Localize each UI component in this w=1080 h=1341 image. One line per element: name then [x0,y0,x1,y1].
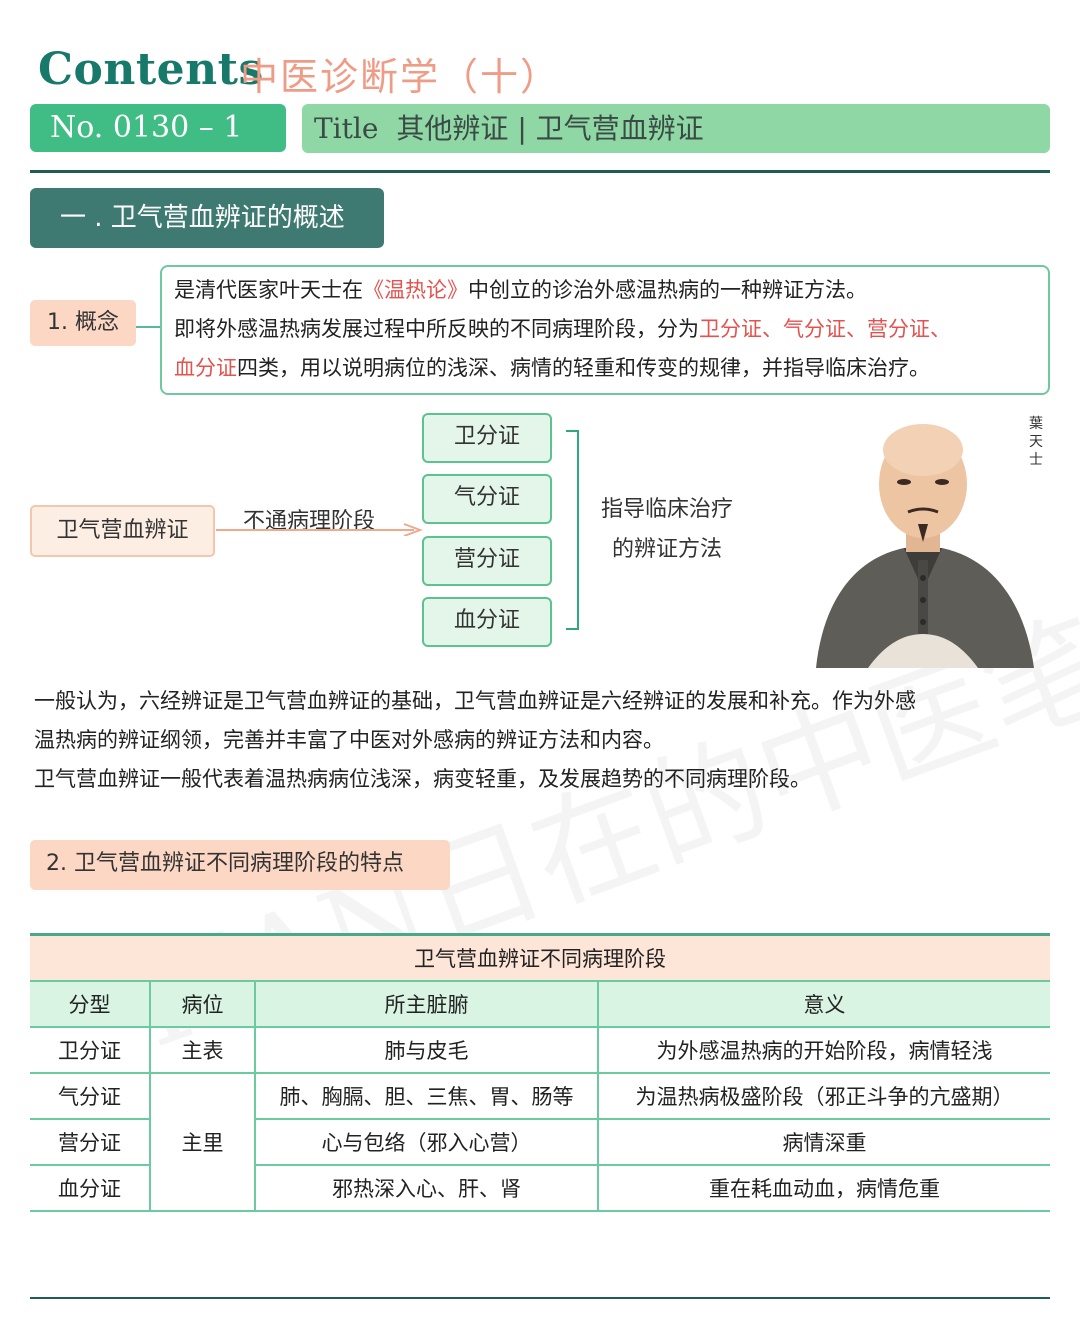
title-text: 其他辨证 | 卫气营血辨证 [396,112,704,145]
table-cell: 营分证 [30,1119,151,1166]
table-cell: 气分证 [30,1073,151,1120]
guide-text: 指导临床治疗 的辨证方法 [600,497,733,562]
paragraph-2: 温热病的辨证纲领，完善并丰富了中医对外感病的辨证方法和内容。 [34,728,664,752]
table-header: 病位 [150,981,256,1028]
ye-tianshi-portrait [816,424,1034,668]
table-row: 气分证 主里 肺、胸膈、胆、三焦、胃、肠等 为温热病极盛阶段（邪正斗争的亢盛期） [30,1073,1050,1212]
table-cell: 血分证 [30,1165,151,1212]
table-row: 卫分证 主表 肺与皮毛 为外感温热病的开始阶段，病情轻浅 [30,1027,1050,1074]
footer-divider [30,1297,1050,1299]
stage-box-wei: 卫分证 [422,413,552,463]
note-number-badge: No. 0130 – 1 [30,104,286,152]
stages-table: 卫气营血辨证不同病理阶段 分型 病位 所主脏腑 意义 卫分证 主表 肺与皮毛 为… [30,933,1050,1212]
table-cell: 肺、胸膈、胆、三焦、胃、肠等 [255,1073,599,1120]
diagram-arrow [216,523,423,536]
table-header: 意义 [598,981,1050,1028]
table-caption: 卫气营血辨证不同病理阶段 [30,933,1050,982]
table-cell: 邪热深入心、肝、肾 [255,1165,599,1212]
table-header: 所主脏腑 [255,981,599,1028]
stage-box-ying: 营分证 [422,536,552,586]
table-cell: 肺与皮毛 [255,1027,599,1074]
concept-connector [136,326,162,328]
table-cell: 病情深重 [598,1119,1050,1166]
table-cell: 主里 [150,1073,256,1212]
table-header: 分型 [30,981,151,1028]
concept-line-1: 是清代医家叶天士在《温热论》中创立的诊治外感温热病的一种辨证方法。 [174,278,867,302]
portrait-name: 葉天士 [1029,416,1043,468]
table-cell: 为温热病极盛阶段（邪正斗争的亢盛期） [598,1073,1050,1120]
contents-heading: Contents [38,44,264,95]
table-cell: 卫分证 [30,1027,151,1074]
section-2-heading: 2. 卫气营血辨证不同病理阶段的特点 [30,840,450,890]
paragraph-1: 一般认为，六经辨证是卫气营血辨证的基础，卫气营血辨证是六经辨证的发展和补充。作为… [34,689,916,713]
concept-line-3: 血分证四类，用以说明病位的浅深、病情的轻重和传变的规律，并指导临床治疗。 [174,356,930,380]
table-cell: 心与包络（邪入心营） [255,1119,599,1166]
title-bar: Title 其他辨证 | 卫气营血辨证 [302,104,1050,153]
table-cell: 重在耗血动血，病情危重 [598,1165,1050,1212]
header-divider [30,170,1050,173]
table-row: 营分证 心与包络（邪入心营） 病情深重 [30,1119,1050,1166]
stage-box-xue: 血分证 [422,597,552,647]
table-row: 血分证 邪热深入心、肝、肾 重在耗血动血，病情危重 [30,1165,1050,1212]
subject-heading: 中医诊断学（十） [240,55,561,99]
stage-bracket [566,430,579,630]
concept-tag: 1. 概念 [30,300,136,346]
concept-line-2: 即将外感温热病发展过程中所反映的不同病理阶段，分为卫分证、气分证、营分证、 [174,317,951,341]
stage-box-qi: 气分证 [422,474,552,524]
paragraph-3: 卫气营血辨证一般代表着温热病病位浅深，病变轻重，及发展趋势的不同病理阶段。 [34,767,811,791]
table-cell: 为外感温热病的开始阶段，病情轻浅 [598,1027,1050,1074]
diagram-source-box: 卫气营血辨证 [30,505,215,557]
concept-definition: 是清代医家叶天士在《温热论》中创立的诊治外感温热病的一种辨证方法。 即将外感温热… [160,265,1050,395]
table-cell: 主表 [150,1027,256,1074]
section-1-heading: 一 . 卫气营血辨证的概述 [30,188,384,248]
title-label: Title [314,112,379,145]
